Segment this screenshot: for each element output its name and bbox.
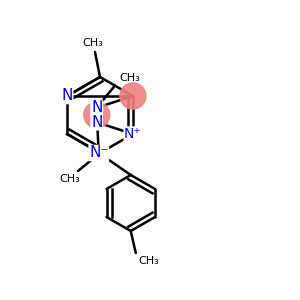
Text: CH₃: CH₃	[120, 73, 140, 83]
Text: N⁺: N⁺	[124, 127, 142, 141]
Text: N: N	[91, 115, 103, 130]
Text: N: N	[61, 88, 73, 104]
Text: N⁻: N⁻	[89, 146, 109, 160]
Circle shape	[120, 83, 146, 109]
Circle shape	[84, 102, 110, 128]
Text: CH₃: CH₃	[60, 174, 80, 184]
Text: CH₃: CH₃	[139, 256, 160, 266]
Text: N: N	[91, 100, 103, 115]
Text: CH₃: CH₃	[82, 38, 103, 48]
